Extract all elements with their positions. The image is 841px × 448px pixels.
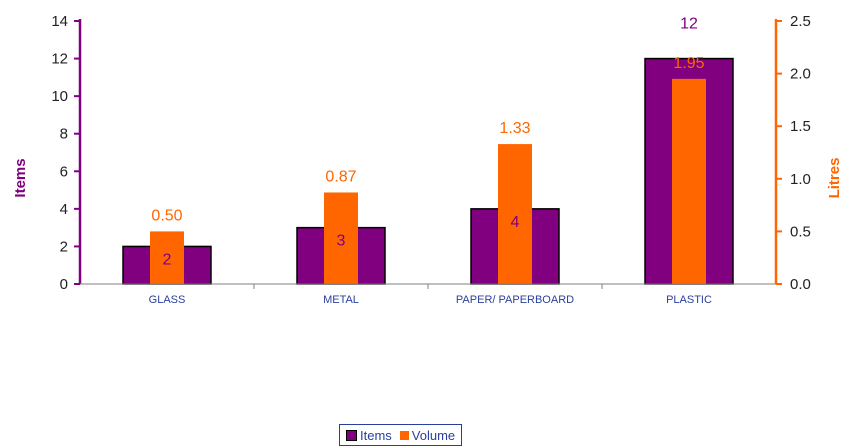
legend-label-volume: Volume — [411, 427, 456, 443]
items-data-label: 2 — [163, 251, 172, 268]
data-labels: 0.50 2 0.87 3 1.33 4 1.95 12 — [151, 16, 704, 269]
y-tick-label-left: 2 — [60, 238, 68, 255]
volume-bars — [150, 78, 706, 284]
items-data-label: 3 — [337, 233, 346, 250]
y-tick-label-right: 1.0 — [790, 171, 811, 188]
items-data-label: 4 — [511, 214, 520, 231]
legend-item-items: Items — [346, 428, 392, 443]
y-tick-label-left: 4 — [60, 201, 68, 218]
y-tick-label-right: 2.0 — [790, 66, 811, 83]
x-tick-label: METAL — [323, 294, 359, 306]
y-axis-label-right: Litres — [826, 158, 841, 199]
volume-data-label: 1.33 — [499, 120, 530, 137]
volume-data-label: 0.50 — [151, 207, 182, 224]
items-data-label: 12 — [680, 16, 698, 33]
legend-swatch-volume — [399, 430, 409, 440]
axes: 0 2 4 6 8 10 12 14 0.0 0.5 1.0 1.5 2.0 2.5 GLASS METAL P… — [51, 13, 811, 306]
volume-data-label: 0.87 — [325, 168, 356, 185]
y-tick-label-left: 6 — [60, 163, 68, 180]
y-tick-label-right: 0.0 — [790, 276, 811, 293]
legend: Items Volume — [339, 424, 463, 446]
legend-label-items: Items — [360, 427, 392, 443]
x-tick-label: PLASTIC — [666, 294, 712, 306]
y-tick-label-right: 1.5 — [790, 118, 811, 135]
y-tick-label-left: 10 — [51, 88, 68, 105]
y-tick-label-right: 2.5 — [790, 13, 811, 30]
y-tick-label-left: 8 — [60, 126, 68, 143]
y-tick-label-left: 14 — [51, 13, 68, 30]
x-tick-label: GLASS — [149, 294, 186, 306]
y-tick-label-left: 12 — [51, 51, 68, 68]
volume-bar — [150, 231, 184, 284]
legend-swatch-items — [346, 429, 357, 441]
y-axis-label-left: Items — [12, 158, 29, 197]
volume-bar — [324, 192, 358, 284]
items-bars — [122, 57, 734, 285]
volume-bar — [672, 78, 706, 284]
y-tick-label-right: 0.5 — [790, 223, 811, 240]
y-tick-label-left: 0 — [60, 276, 68, 293]
volume-bar — [498, 144, 532, 284]
legend-item-volume: Volume — [399, 427, 456, 443]
volume-data-label: 1.95 — [673, 55, 704, 72]
x-tick-label: PAPER/ PAPERBOARD — [456, 294, 574, 306]
